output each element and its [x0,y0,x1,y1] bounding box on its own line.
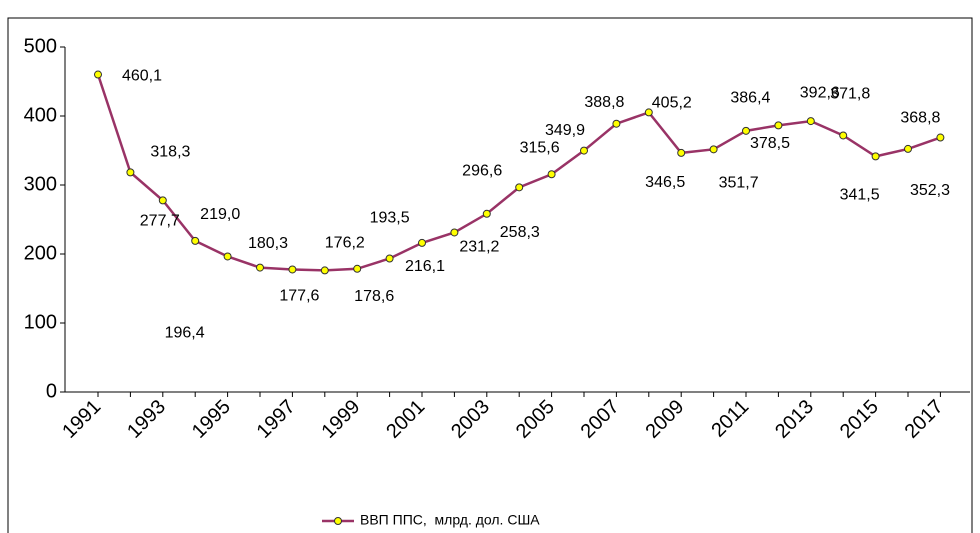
point-marker [288,265,297,274]
data-label: 216,1 [405,258,445,275]
point-marker [677,148,686,157]
y-tick-label: 400 [24,104,57,126]
data-label: 378,5 [750,135,790,152]
point-marker [223,252,232,261]
x-tick-label: 2011 [707,396,753,442]
data-label: 388,8 [584,94,624,111]
x-tick-label: 2005 [512,396,559,443]
point-marker [580,146,588,155]
point-marker [806,117,815,126]
point-marker [644,108,653,117]
data-label: 315,6 [520,139,560,156]
point-marker [936,133,945,142]
point-marker [904,144,912,153]
y-tick-label: 100 [24,311,57,333]
y-tick-label: 0 [46,380,57,402]
x-tick-label: 2017 [901,396,948,443]
legend-marker [334,517,342,525]
data-label: 346,5 [645,174,685,191]
y-tick-label: 500 [24,35,57,57]
point-marker [515,183,524,192]
data-label: 196,4 [165,325,205,342]
x-tick-label: 1997 [253,396,300,443]
point-marker [709,145,718,154]
data-label: 405,2 [652,95,692,112]
point-marker [418,238,426,247]
point-marker [482,209,491,218]
data-label: 371,8 [830,86,870,103]
x-tick-label: 1991 [58,396,105,443]
x-tick-label: 2007 [577,396,624,443]
data-label: 392,6 [800,84,840,101]
point-marker [839,131,848,140]
y-tick-label: 300 [24,173,57,195]
chart-border [7,17,973,533]
point-marker [450,228,459,237]
point-marker [191,236,200,245]
data-label: 178,6 [354,288,394,305]
x-tick-label: 2015 [836,396,883,443]
data-label: 219,0 [200,206,240,223]
data-label: 231,2 [459,239,499,256]
data-label: 386,4 [730,90,770,107]
point-marker [94,70,102,79]
data-label: 318,3 [150,144,190,161]
x-tick-label: 1995 [188,396,235,443]
point-marker [385,254,394,263]
data-label: 180,3 [248,235,288,252]
data-label: 349,9 [545,122,585,139]
point-marker [547,170,556,179]
point-marker [742,126,750,135]
point-marker [353,264,362,273]
point-marker [774,121,783,130]
y-tick-label: 200 [24,242,57,264]
point-marker [256,263,264,272]
data-label: 296,6 [462,163,502,180]
x-tick-label: 1999 [317,396,364,443]
data-label: 341,5 [840,187,880,204]
point-marker [612,119,621,128]
x-tick-label: 2013 [771,396,818,443]
data-label: 460,1 [122,68,162,85]
data-label: 277,7 [140,213,180,230]
x-tick-label: 2009 [641,396,688,443]
x-tick-label: 2003 [447,396,494,443]
data-label: 258,3 [500,224,540,241]
data-label: 351,7 [719,175,759,192]
point-marker [126,168,135,177]
point-marker [871,152,880,161]
series-line [96,74,941,272]
x-tick-label: 2001 [382,396,429,443]
data-label: 368,8 [900,110,940,127]
x-tick-label: 1993 [123,396,170,443]
data-label: 352,3 [910,182,950,199]
data-label: 193,5 [370,210,410,227]
point-marker [158,196,167,205]
point-marker [320,266,329,275]
data-label: 177,6 [279,288,319,305]
legend-label: ВВП ППС, млрд. дол. США [360,512,540,528]
data-label: 176,2 [325,235,365,252]
